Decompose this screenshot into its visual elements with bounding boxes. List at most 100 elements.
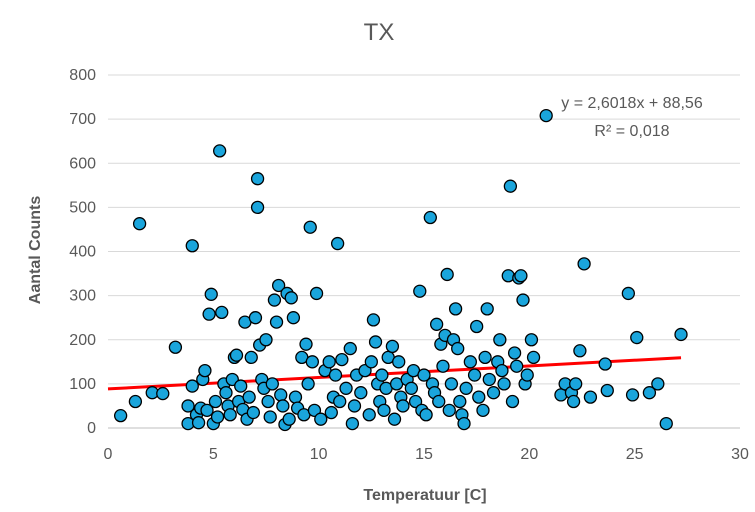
data-point xyxy=(265,377,279,391)
data-point xyxy=(392,355,406,369)
data-point xyxy=(362,408,376,422)
data-point xyxy=(404,381,419,395)
data-point xyxy=(113,408,128,423)
data-point xyxy=(156,386,170,401)
data-point xyxy=(276,399,290,413)
data-point xyxy=(324,405,338,420)
data-point xyxy=(271,278,286,293)
data-point xyxy=(335,352,349,367)
data-point xyxy=(132,217,147,231)
y-tick-label: 500 xyxy=(69,199,96,216)
data-point xyxy=(219,386,233,400)
data-point xyxy=(387,412,402,426)
y-tick-label: 600 xyxy=(69,155,96,172)
x-tick-label: 25 xyxy=(626,446,644,463)
data-point xyxy=(495,363,509,378)
data-point xyxy=(516,293,530,307)
y-tick-label: 400 xyxy=(69,244,96,261)
data-point xyxy=(333,394,347,409)
data-point xyxy=(419,408,433,422)
data-point xyxy=(191,416,206,430)
x-tick-label: 10 xyxy=(310,446,328,463)
data-point xyxy=(436,359,450,373)
data-point xyxy=(539,108,553,123)
data-point xyxy=(514,269,528,283)
y-tick-label: 100 xyxy=(69,376,96,393)
data-point xyxy=(408,394,423,409)
data-point xyxy=(448,302,463,316)
data-point xyxy=(520,368,534,382)
data-point xyxy=(242,390,256,404)
data-point xyxy=(493,333,507,347)
data-point xyxy=(181,399,195,413)
data-point xyxy=(223,408,237,422)
data-point xyxy=(377,403,391,418)
data-point xyxy=(202,307,216,321)
data-point xyxy=(286,311,301,325)
data-point xyxy=(229,348,244,362)
data-point xyxy=(573,344,587,358)
data-point xyxy=(234,379,248,393)
data-point xyxy=(442,403,456,418)
data-point xyxy=(288,390,303,404)
data-point xyxy=(467,368,482,382)
data-point xyxy=(269,315,284,329)
data-point xyxy=(440,267,454,282)
data-point xyxy=(459,381,473,395)
x-tick-labels: 0 5 10 15 20 25 30 xyxy=(104,446,749,463)
data-point xyxy=(507,346,522,360)
data-point xyxy=(510,359,524,373)
x-tick-label: 20 xyxy=(520,446,538,463)
chart-title: TX xyxy=(364,19,395,46)
data-point xyxy=(566,394,581,409)
data-point xyxy=(503,179,518,193)
data-point xyxy=(429,317,444,331)
data-point xyxy=(472,390,486,404)
data-point xyxy=(364,355,378,369)
y-tick-label: 800 xyxy=(69,67,96,84)
data-point xyxy=(354,386,368,400)
data-point xyxy=(463,355,477,369)
data-point xyxy=(368,335,383,349)
data-point xyxy=(244,350,258,365)
data-point xyxy=(453,394,467,409)
data-point xyxy=(480,302,494,316)
data-point xyxy=(674,327,688,342)
data-point xyxy=(417,368,431,382)
data-point xyxy=(476,403,490,418)
data-point xyxy=(457,416,471,431)
data-point xyxy=(299,337,313,351)
data-point xyxy=(250,200,265,215)
data-point xyxy=(396,399,410,413)
data-point xyxy=(282,412,296,426)
data-point xyxy=(343,341,357,356)
x-tick-label: 30 xyxy=(731,446,749,463)
data-point xyxy=(423,210,437,225)
data-point xyxy=(330,236,345,251)
data-point xyxy=(444,377,459,391)
trendline-r-squared: R² = 0,018 xyxy=(594,123,669,140)
data-point xyxy=(259,333,273,347)
data-point xyxy=(215,305,229,320)
data-point xyxy=(284,291,298,305)
data-point xyxy=(366,313,381,327)
data-point xyxy=(598,357,612,371)
y-tick-label: 200 xyxy=(69,332,96,349)
data-point xyxy=(659,416,673,431)
data-point xyxy=(385,339,400,354)
data-point xyxy=(451,341,465,356)
data-point xyxy=(470,319,484,334)
data-point xyxy=(642,386,657,400)
data-point xyxy=(248,311,263,325)
y-tick-label: 700 xyxy=(69,111,96,128)
data-point xyxy=(322,355,336,369)
data-point xyxy=(309,286,324,301)
y-tick-labels: 0 100 200 300 400 500 600 700 800 xyxy=(69,67,96,437)
data-point xyxy=(482,372,496,387)
y-tick-label: 300 xyxy=(69,288,96,305)
data-point xyxy=(621,286,635,301)
y-axis-title: Aantal Counts xyxy=(27,196,44,305)
data-point xyxy=(505,394,520,409)
data-point xyxy=(577,257,591,271)
